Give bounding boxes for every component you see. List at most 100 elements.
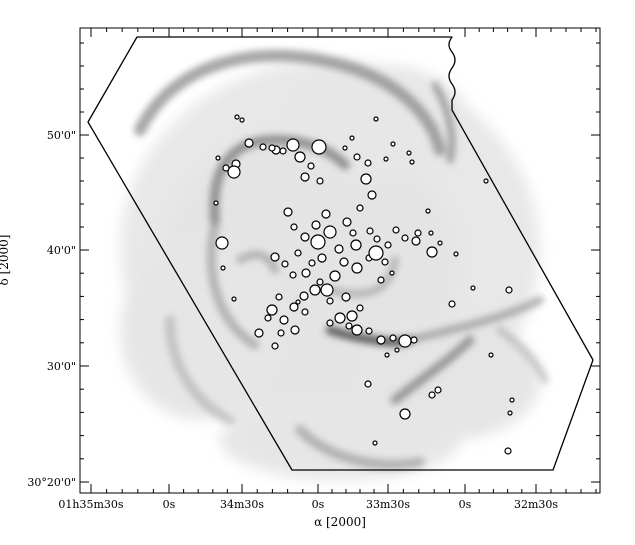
source-marker <box>220 265 226 271</box>
emission-background <box>120 49 549 480</box>
source-marker <box>342 145 348 151</box>
source-marker <box>373 116 379 122</box>
source-marker <box>373 235 381 243</box>
source-marker <box>316 278 324 286</box>
y-tick-label: 50'0" <box>47 129 76 142</box>
source-marker <box>308 259 316 267</box>
source-marker <box>231 296 237 302</box>
source-marker <box>342 217 352 227</box>
source-marker <box>428 391 436 399</box>
source-marker <box>281 260 289 268</box>
source-marker <box>309 284 321 296</box>
source-marker <box>294 151 306 163</box>
source-marker <box>275 293 283 301</box>
source-marker <box>289 271 297 279</box>
y-tick-label: 30°20'0" <box>27 476 76 489</box>
source-marker <box>227 165 241 179</box>
source-marker <box>428 230 434 236</box>
source-marker <box>341 292 351 302</box>
source-marker <box>321 209 331 219</box>
source-marker <box>376 335 386 345</box>
source-marker <box>414 229 422 237</box>
y-tick-label: 30'0" <box>47 360 76 373</box>
source-marker <box>367 190 377 200</box>
x-tick-label: 0s <box>312 498 325 511</box>
source-marker <box>239 117 245 123</box>
source-marker <box>279 147 287 155</box>
source-marker <box>300 232 310 242</box>
source-marker <box>349 135 355 141</box>
x-tick-label: 01h35m30s <box>58 498 124 511</box>
source-marker <box>351 262 363 274</box>
source-marker <box>311 220 321 230</box>
source-marker <box>410 336 418 344</box>
source-marker <box>234 114 240 120</box>
source-marker <box>356 304 364 312</box>
source-marker <box>244 138 254 148</box>
source-marker <box>264 314 272 322</box>
x-axis-label: α [2000] <box>314 515 366 529</box>
x-tick-label: 0s <box>459 498 472 511</box>
source-marker <box>320 283 334 297</box>
source-marker <box>279 315 289 325</box>
source-marker <box>215 236 229 250</box>
survey-footprint <box>87 36 594 471</box>
source-marker <box>307 162 315 170</box>
source-marker <box>392 226 400 234</box>
source-marker <box>334 312 346 324</box>
source-marker <box>453 251 459 257</box>
source-marker <box>470 285 476 291</box>
source-marker <box>270 252 280 262</box>
source-marker <box>317 253 327 263</box>
source-marker <box>310 234 326 250</box>
source-marker <box>349 229 357 237</box>
source-marker <box>215 155 221 161</box>
source-marker <box>411 236 421 246</box>
source-marker <box>266 304 278 316</box>
source-marker <box>383 156 389 162</box>
source-marker <box>290 223 298 231</box>
source-marker <box>398 334 412 348</box>
source-marker <box>483 178 489 184</box>
source-marker <box>505 286 513 294</box>
x-tick-label: 0s <box>163 498 176 511</box>
source-marker <box>213 200 219 206</box>
source-marker <box>289 302 299 312</box>
source-marker <box>488 352 494 358</box>
source-marker <box>356 204 364 212</box>
source-marker <box>390 141 396 147</box>
source-marker <box>364 380 372 388</box>
source-marker <box>299 291 309 301</box>
source-markers <box>213 114 515 455</box>
source-marker <box>384 241 392 249</box>
source-marker <box>271 342 279 350</box>
x-tick-label: 34m30s <box>220 498 264 511</box>
source-marker <box>365 327 373 335</box>
source-marker <box>222 164 230 172</box>
source-marker <box>345 322 353 330</box>
source-marker <box>389 334 397 342</box>
y-tick-label: 40'0" <box>47 244 76 257</box>
source-marker <box>426 246 438 258</box>
source-marker <box>504 447 512 455</box>
source-marker <box>254 328 264 338</box>
x-tick-label: 33m30s <box>366 498 410 511</box>
source-marker <box>301 268 311 278</box>
source-marker <box>346 310 358 322</box>
source-marker <box>364 159 372 167</box>
source-marker <box>277 329 285 337</box>
source-marker <box>339 257 349 267</box>
source-marker <box>509 397 515 403</box>
source-marker <box>268 144 276 152</box>
source-marker <box>437 240 443 246</box>
source-marker <box>295 299 301 305</box>
source-marker <box>381 258 389 266</box>
source-marker <box>366 227 374 235</box>
source-marker <box>368 245 384 261</box>
source-marker <box>372 440 378 446</box>
x-tick-label: 32m30s <box>514 498 558 511</box>
source-marker <box>300 172 310 182</box>
source-marker <box>425 208 431 214</box>
source-marker <box>316 177 324 185</box>
